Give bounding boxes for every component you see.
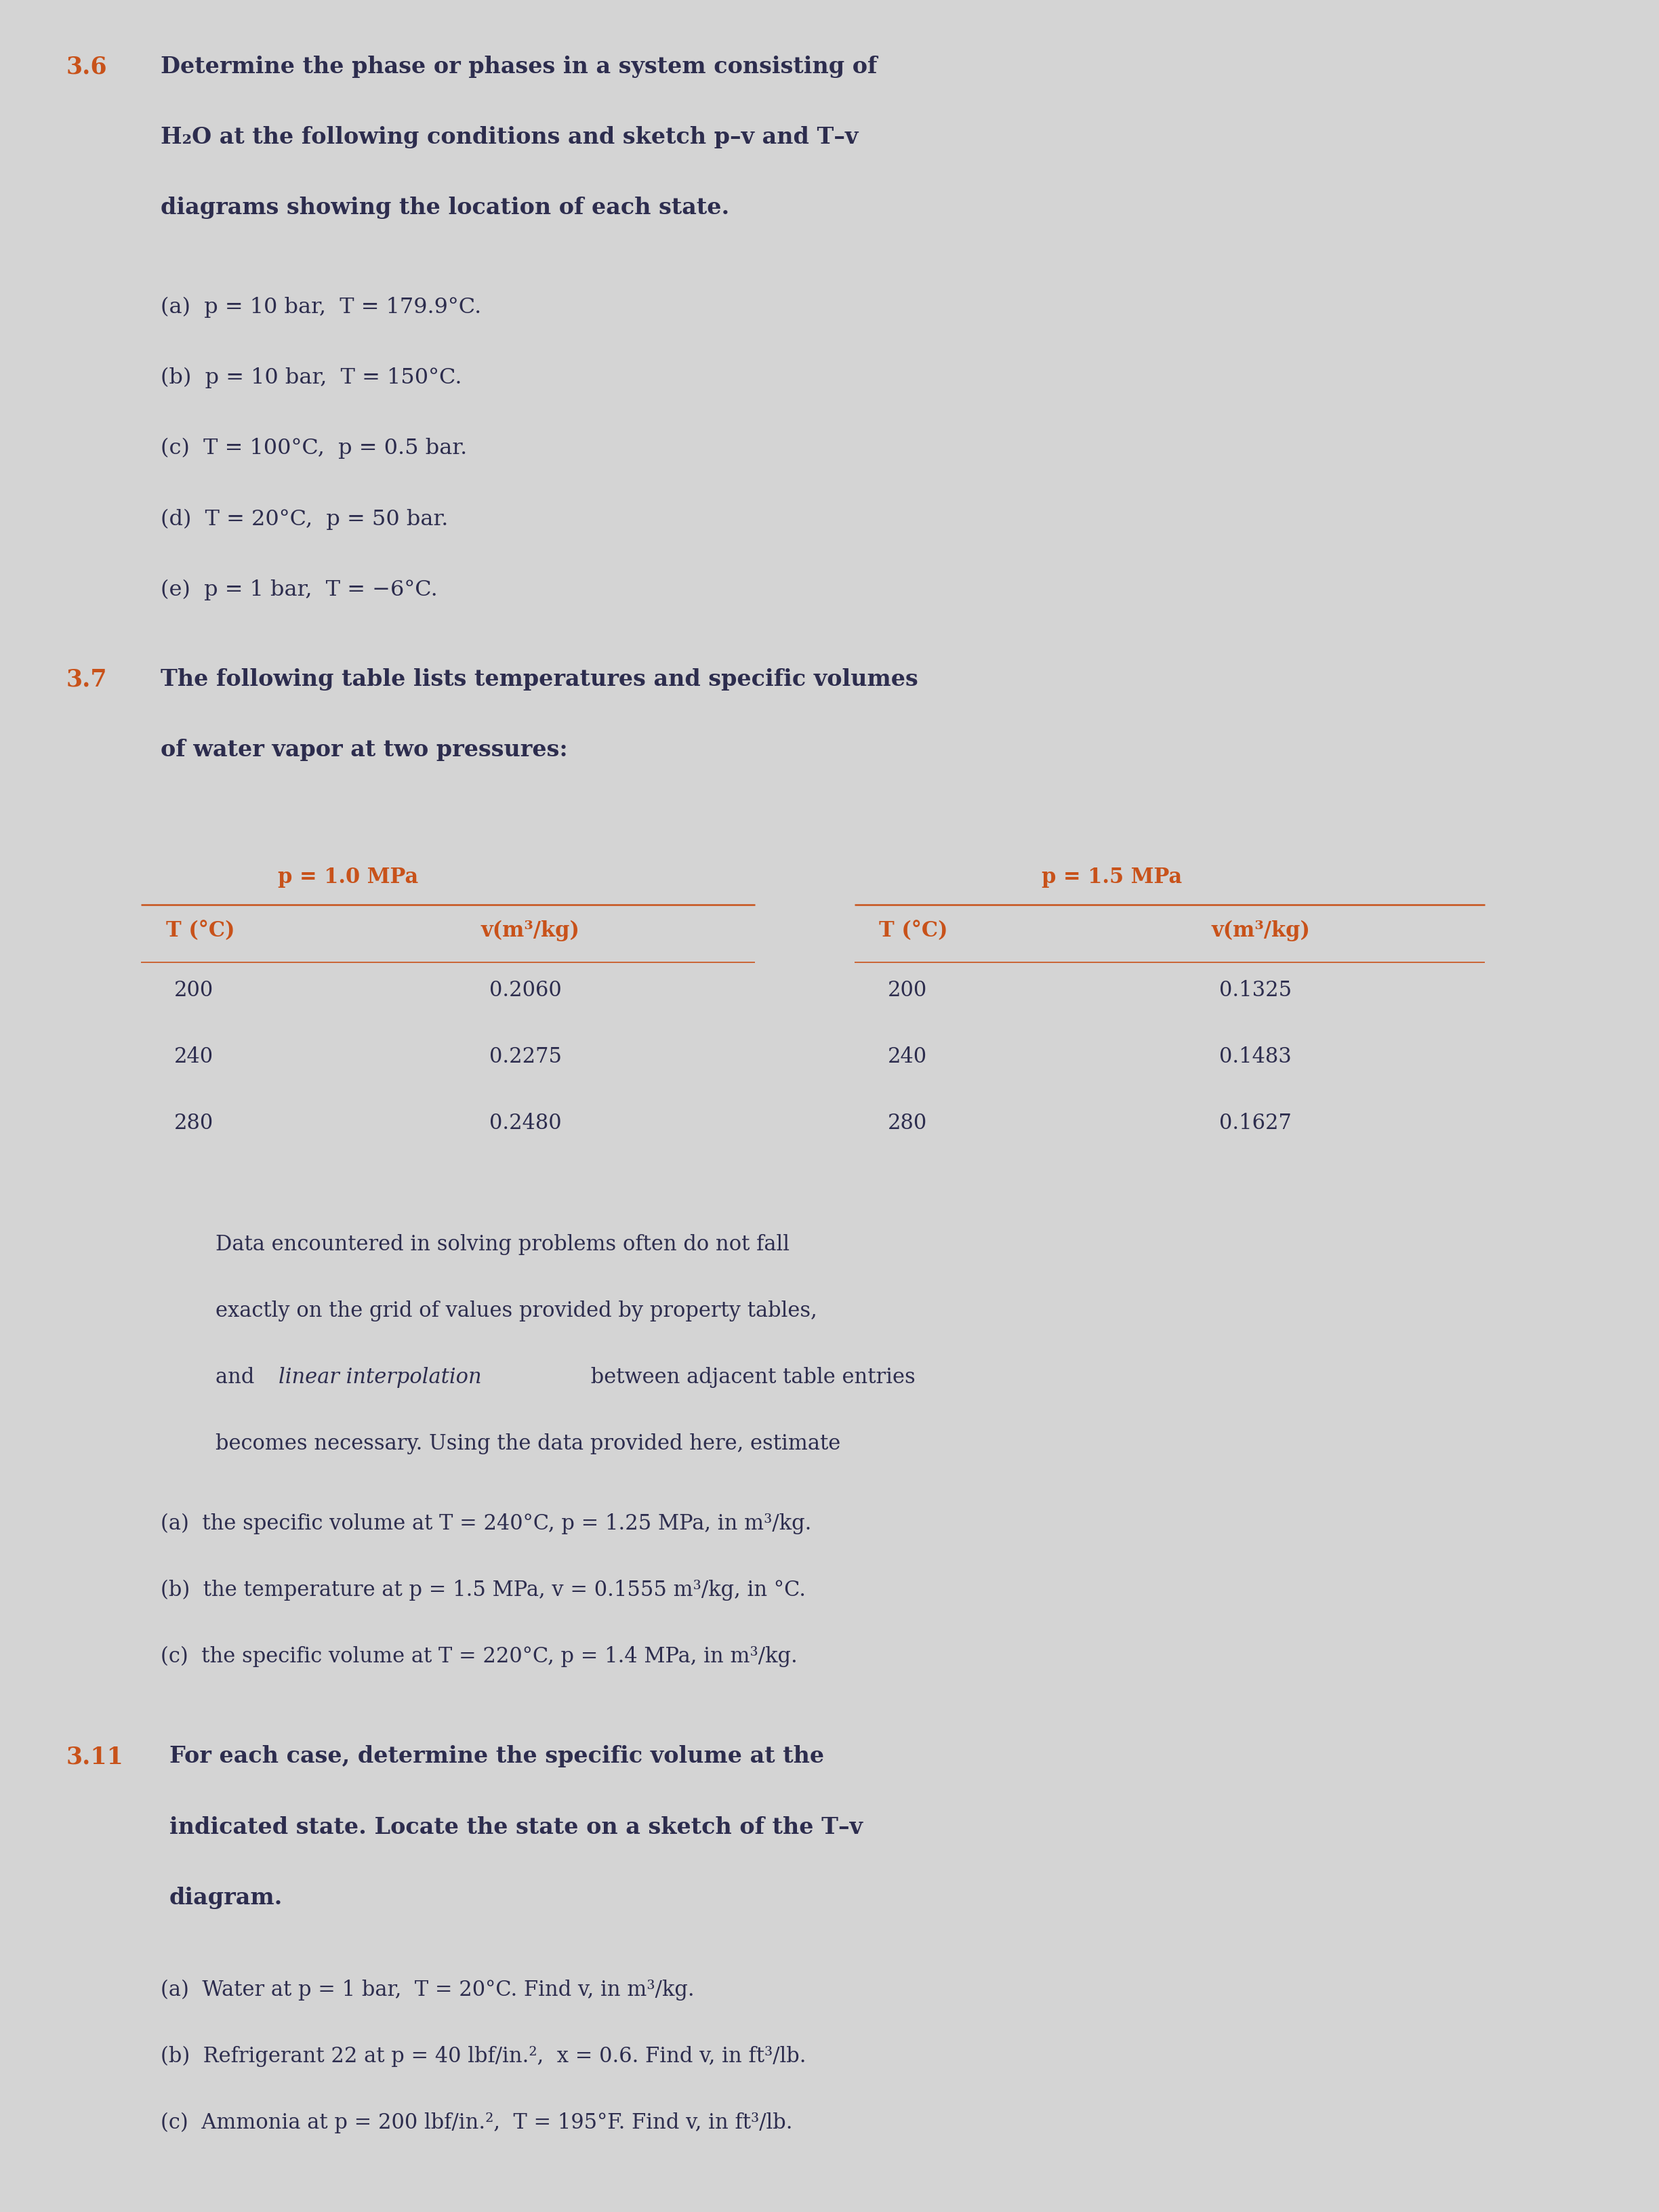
Text: H₂O at the following conditions and sketch p–v and T–v: H₂O at the following conditions and sket…: [161, 126, 858, 148]
Text: of water vapor at two pressures:: of water vapor at two pressures:: [161, 739, 567, 761]
Text: Determine the phase or phases in a system consisting of: Determine the phase or phases in a syste…: [161, 55, 878, 77]
Text: p = 1.5 MPa: p = 1.5 MPa: [1042, 867, 1181, 887]
Text: p = 1.0 MPa: p = 1.0 MPa: [279, 867, 418, 887]
Text: diagrams showing the location of each state.: diagrams showing the location of each st…: [161, 197, 730, 219]
Text: 240: 240: [174, 1046, 214, 1066]
Text: 240: 240: [888, 1046, 927, 1066]
Text: (a)  Water at p = 1 bar,  T = 20°C. Find v, in m³/kg.: (a) Water at p = 1 bar, T = 20°C. Find v…: [161, 1980, 695, 2002]
Text: 0.1483: 0.1483: [1219, 1046, 1292, 1066]
Text: 0.2480: 0.2480: [489, 1113, 562, 1133]
Text: 3.11: 3.11: [66, 1745, 124, 1767]
Text: becomes necessary. Using the data provided here, estimate: becomes necessary. Using the data provid…: [216, 1433, 841, 1453]
Text: (b)  the temperature at p = 1.5 MPa, v = 0.1555 m³/kg, in °C.: (b) the temperature at p = 1.5 MPa, v = …: [161, 1579, 806, 1601]
Text: (c)  the specific volume at T = 220°C, p = 1.4 MPa, in m³/kg.: (c) the specific volume at T = 220°C, p …: [161, 1646, 798, 1668]
Text: exactly on the grid of values provided by property tables,: exactly on the grid of values provided b…: [216, 1301, 818, 1321]
Text: v(m³/kg): v(m³/kg): [481, 920, 581, 942]
Text: (b)  p = 10 bar,  T = 150°C.: (b) p = 10 bar, T = 150°C.: [161, 367, 463, 389]
Text: 0.1627: 0.1627: [1219, 1113, 1292, 1133]
Text: (e)  p = 1 bar,  T = −6°C.: (e) p = 1 bar, T = −6°C.: [161, 580, 438, 602]
Text: The following table lists temperatures and specific volumes: The following table lists temperatures a…: [161, 668, 919, 690]
Text: between adjacent table entries: between adjacent table entries: [584, 1367, 916, 1387]
Text: (a)  p = 10 bar,  T = 179.9°C.: (a) p = 10 bar, T = 179.9°C.: [161, 296, 481, 319]
Text: 0.1325: 0.1325: [1219, 980, 1292, 1000]
Text: 200: 200: [888, 980, 927, 1000]
Text: 0.2060: 0.2060: [489, 980, 562, 1000]
Text: (c)  Ammonia at p = 200 lbf/in.²,  T = 195°F. Find v, in ft³/lb.: (c) Ammonia at p = 200 lbf/in.², T = 195…: [161, 2112, 793, 2135]
Text: 0.2275: 0.2275: [489, 1046, 562, 1066]
Text: 3.7: 3.7: [66, 668, 108, 690]
Text: diagram.: diagram.: [169, 1887, 282, 1909]
Text: and: and: [216, 1367, 260, 1387]
Text: (b)  Refrigerant 22 at p = 40 lbf/in.²,  x = 0.6. Find v, in ft³/lb.: (b) Refrigerant 22 at p = 40 lbf/in.², x…: [161, 2046, 806, 2068]
Text: v(m³/kg): v(m³/kg): [1211, 920, 1311, 942]
Text: Data encountered in solving problems often do not fall: Data encountered in solving problems oft…: [216, 1234, 790, 1254]
Text: 280: 280: [888, 1113, 927, 1133]
Text: linear interpolation: linear interpolation: [279, 1367, 481, 1387]
Text: T (°C): T (°C): [166, 920, 234, 940]
Text: (c)  T = 100°C,  p = 0.5 bar.: (c) T = 100°C, p = 0.5 bar.: [161, 438, 468, 460]
Text: 280: 280: [174, 1113, 214, 1133]
Text: 3.6: 3.6: [66, 55, 108, 77]
Text: T (°C): T (°C): [879, 920, 947, 940]
Text: (a)  the specific volume at T = 240°C, p = 1.25 MPa, in m³/kg.: (a) the specific volume at T = 240°C, p …: [161, 1513, 811, 1535]
Text: indicated state. Locate the state on a sketch of the T–v: indicated state. Locate the state on a s…: [169, 1816, 863, 1838]
Text: 200: 200: [174, 980, 214, 1000]
Text: For each case, determine the specific volume at the: For each case, determine the specific vo…: [169, 1745, 825, 1767]
Text: (d)  T = 20°C,  p = 50 bar.: (d) T = 20°C, p = 50 bar.: [161, 509, 448, 531]
